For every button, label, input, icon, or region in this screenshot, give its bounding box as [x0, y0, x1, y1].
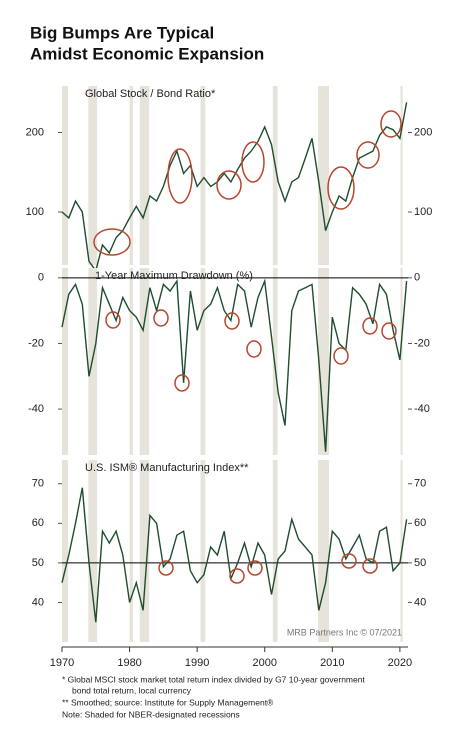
x-tick-label: 1990 — [185, 657, 209, 669]
recession-shade — [272, 460, 278, 642]
highlight — [381, 322, 397, 340]
x-tick-label: 2010 — [320, 657, 344, 669]
y-tick-label: 200 — [26, 126, 44, 138]
y2-tick-label: -40 — [414, 403, 430, 415]
recession-shade — [200, 268, 206, 455]
y2-tick-label: -20 — [414, 337, 430, 349]
recession-shade — [139, 268, 150, 455]
data-line — [61, 102, 408, 273]
recession-shade — [200, 460, 206, 642]
highlight — [224, 312, 240, 330]
recession-shade — [129, 268, 133, 455]
y2-tick-label: 0 — [414, 272, 420, 284]
y-tick-label: 100 — [26, 206, 44, 218]
highlight — [246, 340, 262, 358]
highlight-circles — [93, 110, 402, 584]
highlight — [362, 558, 378, 574]
y-tick-label: -40 — [28, 403, 44, 415]
recession-shade — [318, 86, 329, 265]
y2-tick-label: 60 — [414, 517, 426, 529]
recession-shade — [139, 86, 150, 265]
y2-tick-label: 50 — [414, 557, 426, 569]
recession-shade — [400, 268, 403, 455]
recession-shade — [88, 460, 98, 642]
panel-title: U.S. ISM® Manufacturing Index** — [85, 462, 249, 474]
panel-title: 1-Year Maximum Drawdown (%) — [95, 270, 253, 282]
recession-shade — [318, 268, 329, 455]
x-tick-label: 1970 — [50, 657, 74, 669]
footnote: * Global MSCI stock market total return … — [62, 674, 365, 684]
highlight — [362, 317, 378, 335]
y-tick-label: 40 — [32, 596, 44, 608]
title-line: Amidst Economic Expansion — [30, 44, 264, 63]
source: MRB Partners Inc © 07/2021 — [287, 627, 402, 637]
y-tick-label: 70 — [32, 478, 44, 490]
y-tick-label: 60 — [32, 517, 44, 529]
title-line: Big Bumps Are Typical — [30, 23, 214, 42]
highlight — [229, 568, 245, 584]
highlight — [174, 374, 190, 392]
y-tick-label: 50 — [32, 557, 44, 569]
highlight — [327, 166, 355, 210]
recession-shade — [129, 460, 133, 642]
highlight — [356, 141, 380, 169]
recession-shade — [139, 460, 150, 642]
y-tick-label: 0 — [38, 272, 44, 284]
data-line — [61, 487, 408, 623]
highlight — [167, 148, 193, 204]
x-tick-label: 2020 — [388, 657, 412, 669]
recession-shade — [400, 86, 403, 265]
recession-shade — [62, 268, 69, 455]
highlight — [93, 228, 131, 256]
highlight — [380, 110, 402, 138]
highlight — [153, 309, 169, 327]
highlight — [241, 141, 265, 183]
highlight — [216, 170, 242, 200]
highlight — [247, 560, 263, 576]
y2-tick-label: 200 — [414, 126, 432, 138]
data-line — [61, 278, 408, 452]
highlight — [341, 553, 357, 569]
recession-shade — [272, 86, 278, 265]
panel-title: Global Stock / Bond Ratio* — [85, 88, 216, 100]
x-tick-label: 1980 — [117, 657, 141, 669]
footnote: ** Smoothed; source: Institute for Suppl… — [62, 697, 274, 707]
plots: 100 100 200 200 Global Stock / Bond Ratio* 0 0… — [26, 86, 432, 669]
recession-shade — [62, 86, 69, 265]
y-tick-label: -20 — [28, 337, 44, 349]
recession-shade — [272, 268, 278, 455]
y2-tick-label: 70 — [414, 478, 426, 490]
recession-shade — [200, 86, 206, 265]
footnote: Note: Shaded for NBER-designated recessi… — [62, 709, 240, 719]
recession-shade — [62, 460, 69, 642]
recession-shade — [129, 86, 133, 265]
y2-tick-label: 100 — [414, 206, 432, 218]
recession-shade — [318, 460, 329, 642]
recession-shade — [88, 86, 98, 265]
highlight — [105, 311, 121, 329]
highlight — [158, 560, 174, 576]
footnote: bond total return, local currency — [72, 685, 192, 695]
y2-tick-label: 40 — [414, 596, 426, 608]
highlight — [333, 347, 349, 365]
x-tick-label: 2000 — [252, 657, 276, 669]
